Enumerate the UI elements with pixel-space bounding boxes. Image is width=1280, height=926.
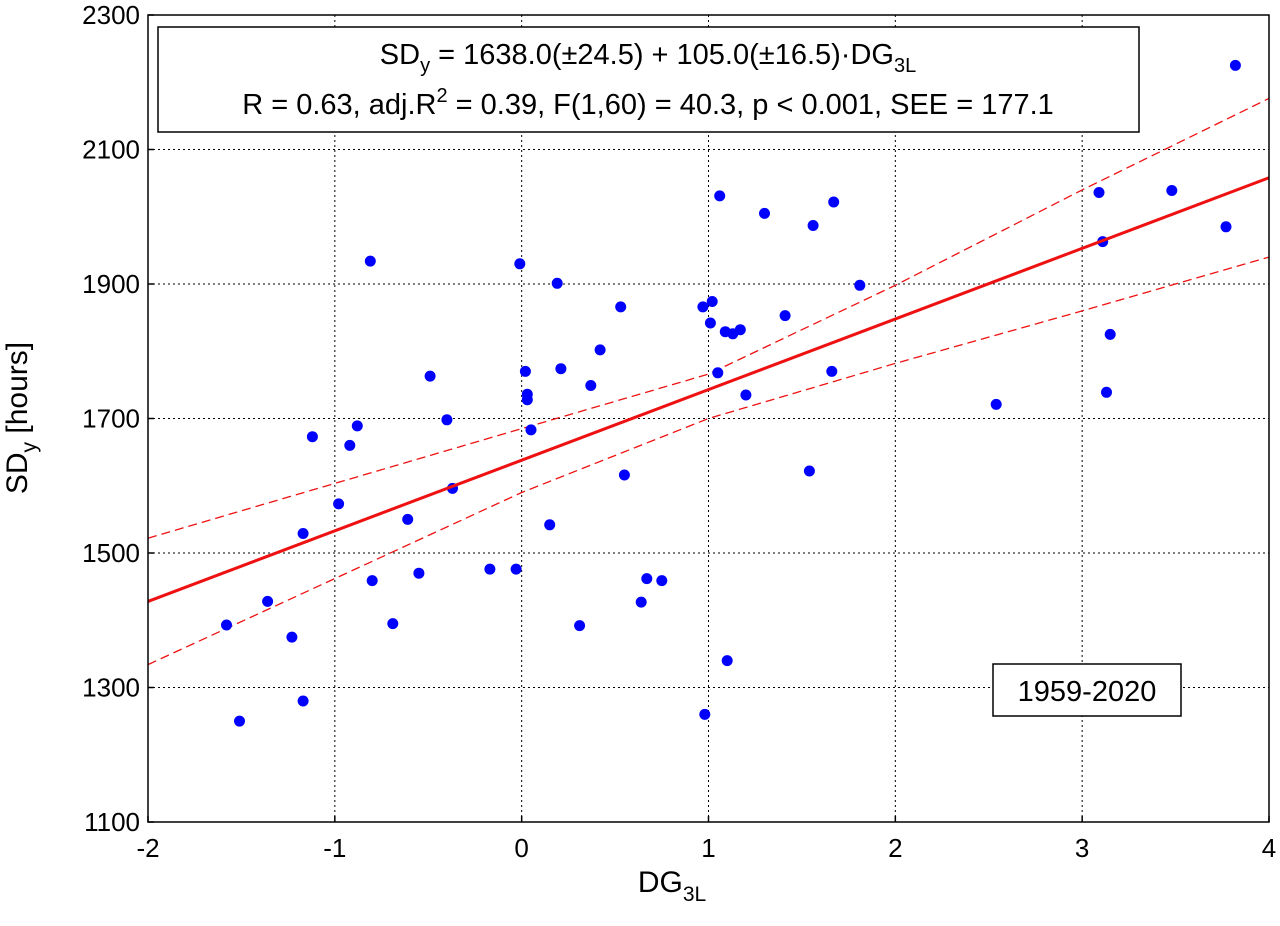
x-tick-label: 0 <box>514 833 528 863</box>
data-point <box>574 620 586 632</box>
data-point <box>706 296 718 307</box>
confidence-upper-line <box>147 97 1270 539</box>
data-point <box>544 519 556 531</box>
data-point <box>286 631 298 643</box>
data-point <box>734 324 746 336</box>
confidence-lower-line <box>147 256 1270 666</box>
data-point <box>641 573 653 585</box>
data-point <box>594 344 606 356</box>
data-points <box>221 59 1241 727</box>
data-point <box>402 513 414 525</box>
data-point <box>714 190 726 202</box>
data-point <box>1166 185 1178 196</box>
data-point <box>555 363 567 375</box>
x-tick-label: 2 <box>888 833 902 863</box>
data-point <box>826 365 838 377</box>
x-axis-ticks: -2 -1 0 1 2 3 4 <box>136 816 1276 863</box>
x-tick-label: 3 <box>1075 833 1089 863</box>
data-point <box>1093 187 1105 198</box>
data-point <box>635 596 647 608</box>
data-point <box>441 414 453 426</box>
data-point <box>551 277 563 289</box>
data-point <box>585 380 597 391</box>
data-point <box>484 563 496 575</box>
data-point <box>366 575 378 587</box>
data-point <box>699 708 711 720</box>
y-tick-label: 2300 <box>82 0 140 30</box>
data-point <box>262 595 274 607</box>
data-point <box>618 469 630 481</box>
y-tick-label: 1300 <box>82 673 140 703</box>
data-point <box>1104 328 1116 340</box>
x-tick-label: -1 <box>323 833 346 863</box>
data-point <box>712 367 724 379</box>
data-point <box>854 279 866 291</box>
data-point <box>990 398 1002 410</box>
data-point <box>740 389 752 401</box>
data-point <box>351 420 363 432</box>
data-point <box>519 365 531 377</box>
data-point <box>525 424 537 436</box>
data-point <box>424 370 436 382</box>
y-tick-label: 1900 <box>82 269 140 299</box>
equation-line-1: SDy = 1638.0(±24.5) + 105.0(±16.5)·DG3L <box>380 39 916 77</box>
data-point <box>387 618 399 630</box>
equation-box <box>157 26 1140 133</box>
data-point <box>803 465 815 477</box>
data-point <box>297 695 309 707</box>
data-point <box>364 255 376 267</box>
data-point <box>1229 59 1241 71</box>
data-point <box>828 196 840 208</box>
data-point <box>306 431 318 443</box>
y-tick-label: 1100 <box>84 807 140 837</box>
data-point <box>333 498 345 510</box>
y-axis-ticks: 1100 1300 1500 1700 1900 2100 2300 <box>82 0 154 837</box>
data-point <box>807 220 819 231</box>
data-point <box>221 619 232 631</box>
regression-line-group <box>147 176 1270 603</box>
y-tick-label: 2100 <box>82 135 140 165</box>
period-label-box <box>992 663 1182 717</box>
data-point <box>297 528 309 539</box>
data-point <box>1220 221 1232 233</box>
data-point <box>721 655 733 667</box>
grid-lines <box>148 15 1269 822</box>
data-point <box>510 563 522 575</box>
data-point <box>521 394 533 406</box>
data-point <box>759 207 770 219</box>
data-point <box>1101 386 1112 398</box>
data-point <box>514 258 526 270</box>
data-point <box>344 439 356 451</box>
period-label: 1959-2020 <box>1018 676 1157 708</box>
data-point <box>704 317 716 329</box>
data-point <box>234 715 245 727</box>
data-point <box>413 567 425 579</box>
y-tick-label: 1700 <box>82 404 140 434</box>
regression-line <box>147 176 1270 603</box>
x-tick-label: 4 <box>1262 833 1276 863</box>
x-tick-label: -2 <box>136 833 159 863</box>
y-tick-label: 1500 <box>82 538 140 568</box>
data-point <box>656 575 668 587</box>
equation-line-2: R = 0.63, adj.R2 = 0.39, F(1,60) = 40.3,… <box>242 85 1054 121</box>
data-point <box>779 310 791 322</box>
x-tick-label: 1 <box>701 833 715 863</box>
x-axis-title: DG3L <box>638 866 706 906</box>
data-point <box>697 301 709 313</box>
data-point <box>615 301 627 313</box>
confidence-band <box>147 97 1270 666</box>
y-axis-title: SDy [hours] <box>1 342 41 494</box>
